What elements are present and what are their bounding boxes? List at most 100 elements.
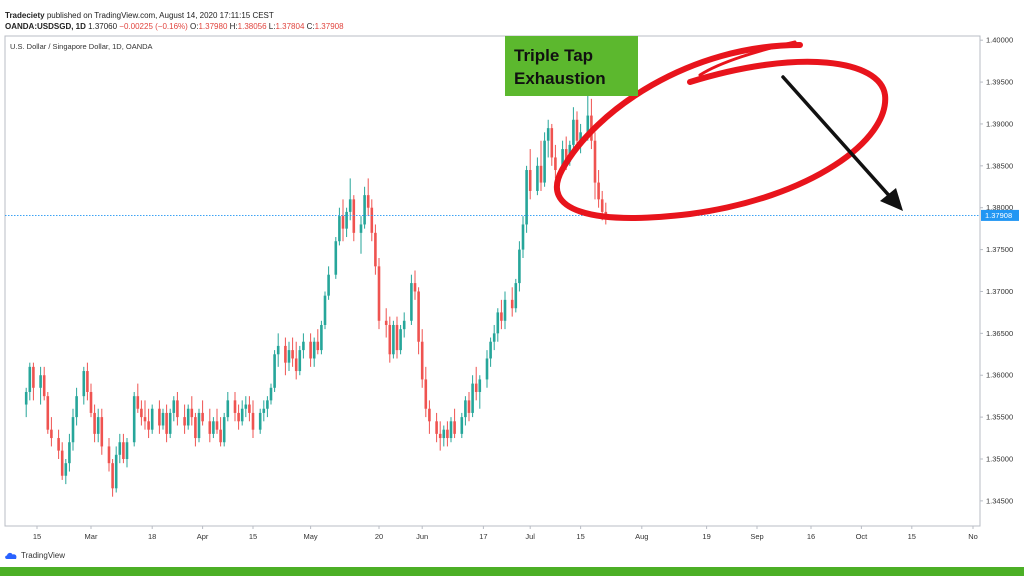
candle-body bbox=[107, 446, 111, 464]
candle-body bbox=[471, 383, 474, 413]
candle bbox=[370, 199, 374, 242]
candle bbox=[248, 396, 251, 422]
cloud-icon bbox=[5, 552, 17, 559]
candle-body bbox=[147, 421, 150, 430]
candle-body bbox=[388, 324, 392, 355]
candle bbox=[269, 383, 273, 405]
candle bbox=[161, 408, 165, 430]
candle-body bbox=[550, 128, 554, 158]
candle-body bbox=[420, 341, 424, 380]
candle bbox=[395, 316, 399, 359]
candle-body bbox=[172, 400, 176, 413]
candle-body bbox=[291, 350, 294, 359]
candle-body bbox=[399, 329, 402, 351]
close-value: 1.37908 bbox=[314, 22, 344, 31]
x-tick-label: No bbox=[968, 532, 978, 541]
candle-body bbox=[593, 140, 597, 183]
candle bbox=[572, 107, 575, 150]
candle bbox=[284, 337, 287, 376]
candle-body bbox=[392, 324, 395, 355]
candle bbox=[518, 241, 521, 292]
brand-name: TradingView bbox=[21, 551, 66, 560]
candle-body bbox=[93, 412, 96, 434]
candle-body bbox=[536, 165, 539, 191]
candle-body bbox=[572, 119, 575, 145]
candle-body bbox=[82, 371, 86, 397]
last-price: 1.37060 bbox=[88, 22, 118, 31]
candle bbox=[464, 396, 467, 426]
candle bbox=[298, 345, 302, 376]
candle bbox=[536, 157, 539, 196]
ohlc-info: OANDA:USDSGD, 1D 1.37060 −0.00225 (−0.16… bbox=[5, 22, 344, 31]
candle-body bbox=[100, 417, 104, 447]
candle-body bbox=[514, 283, 518, 309]
candle-body bbox=[186, 408, 190, 426]
candle bbox=[597, 170, 600, 208]
candle bbox=[276, 333, 280, 367]
candle bbox=[543, 132, 546, 187]
candle bbox=[114, 446, 118, 493]
candle-body bbox=[525, 170, 528, 225]
x-tick-label: 18 bbox=[148, 532, 156, 541]
candle bbox=[183, 404, 186, 434]
candle-body bbox=[64, 463, 68, 476]
candle-body bbox=[24, 391, 28, 405]
candle bbox=[384, 308, 388, 338]
x-tick-label: 15 bbox=[249, 532, 257, 541]
y-tick-label: 1.37000 bbox=[986, 287, 1013, 296]
candle bbox=[125, 438, 129, 468]
candle-body bbox=[215, 421, 219, 430]
candle-body bbox=[219, 429, 222, 443]
candle-body bbox=[60, 450, 64, 476]
candle bbox=[244, 396, 248, 418]
candle bbox=[32, 362, 35, 401]
candle bbox=[226, 391, 230, 422]
candle-body bbox=[377, 266, 381, 321]
candle bbox=[345, 207, 348, 238]
candle bbox=[550, 123, 554, 166]
candle bbox=[312, 337, 316, 367]
candle-body bbox=[370, 207, 374, 233]
y-tick-label: 1.38500 bbox=[986, 161, 1013, 170]
candle bbox=[86, 362, 89, 401]
x-tick-label: Jul bbox=[525, 532, 535, 541]
candle bbox=[485, 350, 489, 388]
candle bbox=[492, 324, 496, 351]
low-label: L: bbox=[268, 22, 276, 31]
candle-body bbox=[309, 341, 312, 359]
candle-body bbox=[176, 400, 179, 418]
candle-body bbox=[114, 454, 118, 489]
candle-body bbox=[500, 312, 503, 321]
candle-body bbox=[258, 412, 262, 430]
x-tick-label: 19 bbox=[702, 532, 710, 541]
candle-body bbox=[579, 132, 582, 141]
candle-body bbox=[68, 442, 71, 464]
candle-body bbox=[518, 249, 521, 284]
candle-body bbox=[428, 408, 431, 422]
candle bbox=[500, 299, 503, 330]
candle-body bbox=[366, 195, 370, 208]
candle bbox=[291, 337, 294, 367]
candle bbox=[320, 320, 323, 355]
candle bbox=[71, 408, 75, 451]
candle bbox=[546, 119, 550, 158]
candle-body bbox=[89, 391, 93, 413]
candle bbox=[359, 216, 363, 254]
candle-body bbox=[564, 149, 568, 162]
candle-body bbox=[402, 320, 406, 330]
candle bbox=[593, 132, 597, 200]
candle bbox=[514, 278, 518, 313]
candle bbox=[377, 257, 381, 330]
annotation-label-box bbox=[505, 36, 638, 96]
candle-body bbox=[158, 408, 161, 426]
candle bbox=[438, 421, 442, 451]
candle-body bbox=[478, 379, 482, 392]
candle-body bbox=[316, 341, 320, 351]
candle bbox=[82, 366, 86, 405]
candle-body bbox=[449, 421, 453, 439]
candle-body bbox=[208, 421, 212, 434]
x-tick-label: 16 bbox=[807, 532, 815, 541]
candle-body bbox=[298, 350, 302, 372]
candle-body bbox=[122, 442, 125, 459]
